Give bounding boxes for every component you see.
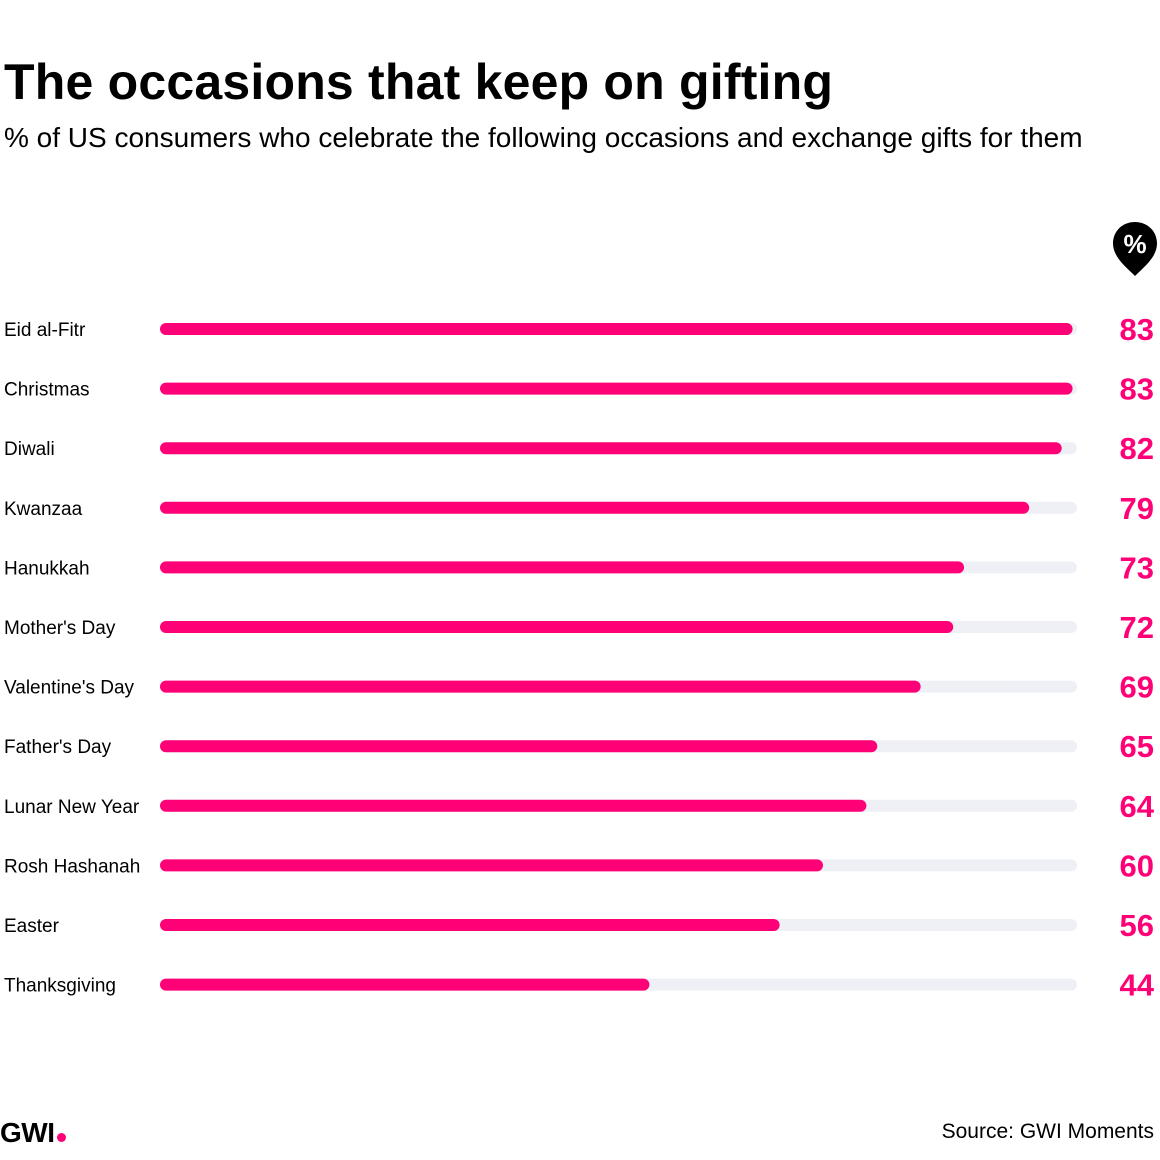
category-label: Rosh Hashanah [4,856,140,877]
category-label: Lunar New Year [4,797,140,818]
category-label: Diwali [4,439,55,460]
category-label: Valentine's Day [4,678,135,699]
page-title: The occasions that keep on gifting [4,54,834,110]
percent-pin-label: % [1123,229,1146,259]
category-label: Thanksgiving [4,976,116,997]
value-label: 73 [1120,550,1154,585]
category-label: Father's Day [4,737,112,758]
brand-logo-dot [56,1133,66,1142]
brand-logo-text: GWI [0,1117,55,1148]
value-label: 69 [1120,670,1154,705]
value-label: 44 [1120,968,1155,1003]
category-label: Kwanzaa [4,499,83,520]
source-note: Source: GWI Moments [941,1120,1154,1143]
bar-chart: Eid al-Fitr 83 Christmas 83 Diwali 82 Kwanzaa 7… [4,312,1155,1003]
value-label: 64 [1120,789,1155,824]
value-label: 60 [1120,848,1154,883]
value-label: 65 [1120,729,1154,764]
category-label: Mother's Day [4,618,116,639]
brand-logo: GWI [0,1116,66,1150]
value-label: 83 [1120,312,1154,347]
category-label: Eid al-Fitr [4,320,86,341]
value-label: 82 [1120,431,1154,466]
category-label: Hanukkah [4,558,90,579]
value-label: 83 [1120,372,1154,407]
value-label: 72 [1120,610,1154,645]
value-label: 56 [1120,908,1154,943]
category-label: Christmas [4,380,90,401]
category-label: Easter [4,916,60,937]
percent-pin-icon: % [1113,222,1157,276]
value-label: 79 [1120,491,1154,526]
page-subtitle: % of US consumers who celebrate the foll… [4,122,1083,153]
